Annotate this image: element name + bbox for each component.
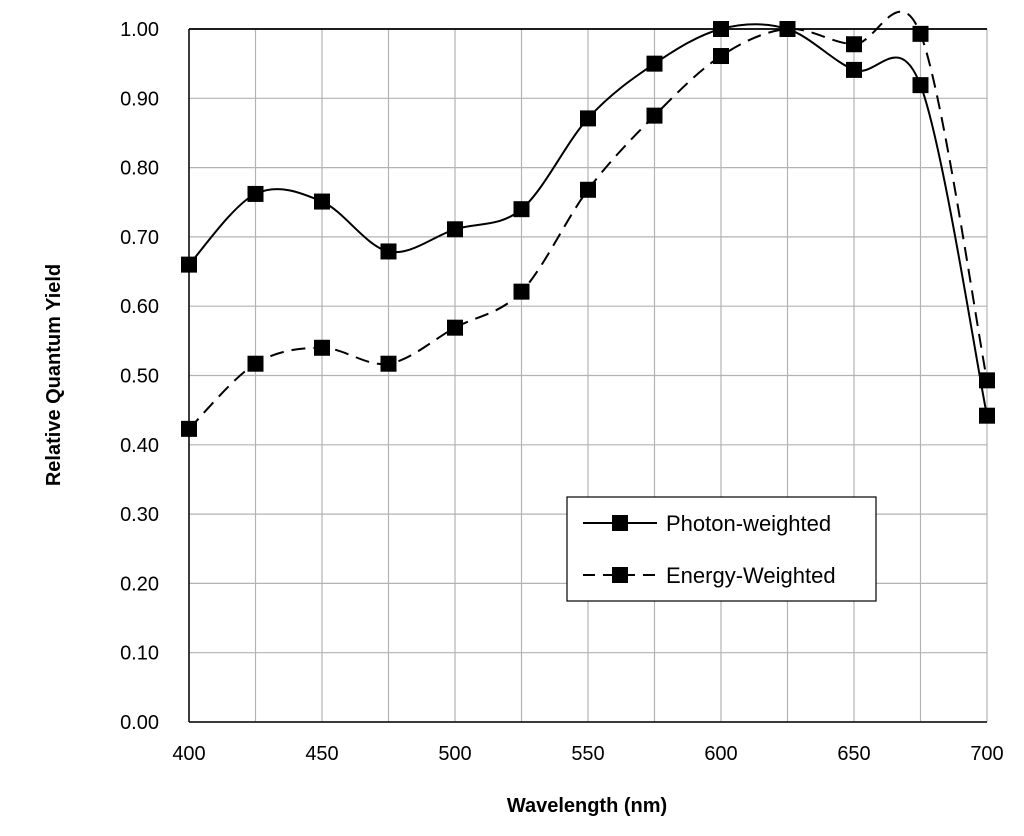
data-point-energy [513, 283, 530, 300]
y-tick-label: 0.20 [120, 573, 159, 595]
data-point-energy [447, 319, 463, 336]
y-tick-label: 0.60 [120, 296, 159, 318]
legend-label-photon: Photon-weighted [666, 511, 831, 536]
legend-box [566, 496, 877, 602]
tick-labels: 400 450 500 550 600 650 700 0.00 0.10 0.20 0.30 0.4… [120, 19, 1004, 765]
data-point-energy [380, 355, 397, 372]
data-point-photon [181, 256, 197, 273]
data-point-energy [912, 25, 929, 42]
data-point-energy [979, 372, 995, 389]
data-point-photon [314, 193, 330, 210]
data-point-photon [447, 221, 463, 238]
legend-marker-energy [612, 567, 628, 583]
data-point-photon [580, 110, 596, 127]
data-point-energy [779, 21, 796, 37]
y-tick-label: 0.40 [120, 435, 159, 457]
data-point-photon [380, 243, 397, 260]
data-point-energy [846, 36, 862, 53]
data-point-energy [646, 107, 663, 124]
x-tick-label: 400 [172, 743, 205, 765]
x-tick-label: 550 [571, 743, 604, 765]
x-tick-label: 700 [970, 743, 1003, 765]
data-point-photon [646, 55, 663, 72]
y-tick-label: 0.10 [120, 643, 159, 665]
data-point-photon [513, 201, 530, 218]
y-tick-label: 0.50 [120, 366, 159, 388]
legend: Photon-weighted Energy-Weighted [566, 496, 877, 602]
x-tick-label: 450 [305, 743, 338, 765]
x-tick-label: 600 [704, 743, 737, 765]
data-point-energy [314, 339, 330, 356]
data-point-energy [181, 420, 197, 437]
data-point-photon [979, 407, 995, 424]
grid [188, 28, 988, 723]
data-point-energy [580, 181, 596, 198]
data-point-energy [247, 355, 264, 372]
x-tick-label: 650 [837, 743, 870, 765]
x-axis-title: Wavelength (nm) [507, 795, 667, 817]
data-point-photon [247, 185, 264, 202]
legend-marker-photon [612, 515, 628, 531]
legend-label-energy: Energy-Weighted [666, 563, 836, 588]
series-group [181, 10, 995, 437]
y-tick-label: 1.00 [120, 19, 159, 41]
data-point-photon [912, 77, 929, 94]
series-line-energy-weighted [188, 10, 988, 430]
y-tick-label: 0.90 [120, 88, 159, 110]
y-tick-label: 0.80 [120, 158, 159, 180]
data-point-photon [713, 21, 729, 37]
data-point-photon [846, 61, 862, 78]
axes [188, 28, 987, 723]
y-tick-label: 0.30 [120, 504, 159, 526]
data-point-energy [713, 48, 729, 65]
y-axis-title: Relative Quantum Yield [43, 264, 65, 486]
y-tick-label: 0.00 [120, 712, 159, 734]
x-tick-label: 500 [438, 743, 471, 765]
y-tick-label: 0.70 [120, 227, 159, 249]
